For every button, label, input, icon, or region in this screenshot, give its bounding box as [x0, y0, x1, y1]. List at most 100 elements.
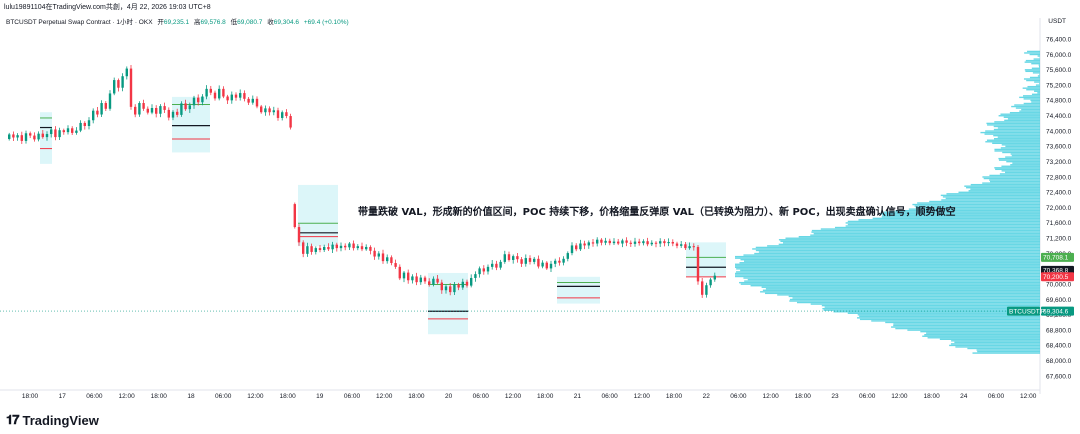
candle-body	[444, 286, 448, 291]
candle-body	[671, 241, 674, 244]
y-tick-label: 67,600.0	[1046, 373, 1072, 380]
volume-profile-bar	[893, 323, 1040, 325]
candle-body	[327, 246, 330, 250]
volume-profile-bar	[1004, 119, 1040, 122]
volume-profile-bar	[1015, 107, 1040, 109]
candle-body	[696, 246, 700, 282]
volume-profile-bar	[767, 245, 1040, 247]
candle-body	[125, 68, 128, 77]
volume-profile-bar	[765, 292, 1040, 295]
volume-profile-bar	[744, 260, 1040, 262]
volume-profile-bar	[780, 240, 1040, 242]
candle-body	[369, 246, 372, 251]
volume-profile-bar	[1012, 162, 1040, 164]
volume-profile-bar	[924, 334, 1040, 336]
candle-body	[428, 281, 431, 285]
x-tick-label: 21	[574, 393, 582, 400]
candle-body	[533, 258, 536, 262]
low-label: 低	[230, 19, 238, 26]
candle-body	[260, 106, 263, 113]
candle-body	[255, 98, 259, 107]
volume-profile-bar	[739, 262, 1040, 264]
x-tick-label: 18:00	[666, 393, 683, 400]
candle-body	[478, 268, 481, 275]
candle-body	[268, 108, 271, 113]
volume-profile-bar	[993, 125, 1040, 128]
candle-body	[436, 278, 439, 283]
volume-profile-bar	[982, 176, 1040, 178]
tradingview-logo[interactable]: 𝟏𝟕 TradingView	[6, 412, 99, 428]
volume-profile-bar	[954, 341, 1040, 344]
candle-body	[218, 88, 221, 99]
x-tick-label: 22	[703, 393, 711, 400]
candle-body	[37, 133, 40, 140]
volume-profile-bar	[929, 200, 1040, 203]
close-value: 69,304.6	[273, 19, 300, 26]
candle-body	[83, 122, 86, 126]
candle-body	[247, 98, 250, 103]
candle-body	[684, 244, 687, 249]
candle-body	[285, 112, 288, 117]
candle-body	[150, 108, 154, 113]
candle-body	[58, 130, 61, 138]
candle-body	[24, 133, 28, 141]
y-tick-label: 71,200.0	[1046, 236, 1072, 243]
price-label-badge	[1041, 252, 1074, 262]
candle-body	[579, 243, 582, 250]
volume-profile-bar	[1024, 61, 1040, 63]
volume-profile-bar	[796, 301, 1040, 304]
x-tick-label: 23	[831, 393, 839, 400]
volume-profile-bar	[990, 180, 1040, 183]
volume-profile-bar	[940, 194, 1040, 197]
candle-body	[146, 108, 149, 113]
volume-profile-bar	[778, 239, 1040, 241]
candle-body	[138, 103, 141, 115]
volume-profile-bar	[777, 294, 1040, 296]
candle-body	[360, 246, 364, 250]
candle-body	[356, 246, 359, 249]
candle-body	[591, 242, 595, 244]
volume-profile-bar	[994, 148, 1040, 151]
volume-profile-bar	[1027, 85, 1040, 88]
volume-profile-bar	[744, 280, 1040, 282]
candle-body	[66, 128, 70, 133]
volume-profile-bar	[986, 139, 1040, 141]
volume-profile-bar	[914, 205, 1040, 207]
candle-body	[167, 109, 170, 118]
volume-profile-bar	[813, 232, 1040, 235]
volume-profile-bar	[1038, 66, 1040, 68]
volume-profile-bar	[984, 133, 1040, 135]
candle-body	[638, 241, 641, 244]
candle-body	[129, 68, 133, 107]
tradingview-mark-icon: 𝟏𝟕	[6, 412, 20, 427]
volume-profile-bar	[740, 269, 1040, 272]
symbol-name[interactable]: BTCUSDT Perpetual Swap Contract · 1小时 · …	[6, 19, 153, 26]
volume-profile-bar	[782, 242, 1040, 244]
y-tick-label: 69,200.0	[1046, 312, 1072, 319]
volume-profile-bar	[1005, 156, 1040, 158]
volume-profile-bar	[740, 283, 1040, 285]
value-area-box	[557, 276, 600, 304]
volume-profile-bar	[1005, 145, 1040, 148]
volume-profile-bar	[1023, 102, 1040, 105]
volume-profile-bar	[908, 208, 1040, 210]
candle-body	[251, 98, 254, 103]
y-tick-label: 72,400.0	[1046, 190, 1072, 197]
y-tick-label: 75,200.0	[1046, 82, 1072, 89]
volume-profile-bar	[999, 173, 1040, 175]
low-value: 69,080.7	[237, 19, 263, 26]
volume-profile-bar	[789, 298, 1040, 301]
volume-profile-bar	[859, 315, 1040, 318]
volume-profile-bar	[926, 332, 1040, 334]
candle-body	[79, 122, 82, 131]
candle-body	[394, 263, 397, 267]
volume-profile-bar	[1039, 82, 1040, 85]
volume-profile-bar	[760, 291, 1040, 293]
candle-body	[537, 258, 540, 267]
volume-profile-bar	[1038, 64, 1040, 66]
currency-label[interactable]: USDT	[1048, 18, 1066, 25]
volume-profile-bar	[823, 309, 1040, 311]
volume-profile-bar	[927, 337, 1040, 339]
candle-body	[465, 281, 469, 286]
